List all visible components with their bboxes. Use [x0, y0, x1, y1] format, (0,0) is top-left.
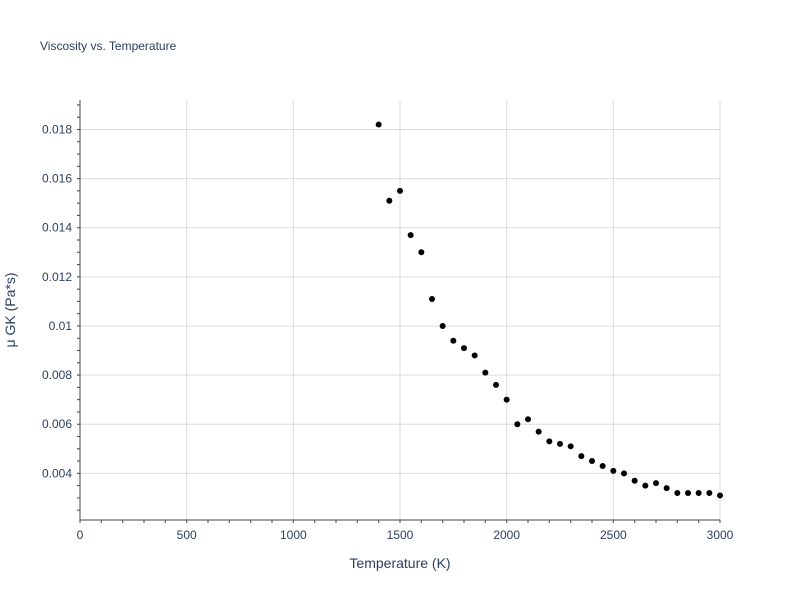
- data-point: [578, 453, 585, 460]
- x-tick-label: 2000: [493, 528, 520, 542]
- data-point: [386, 197, 393, 204]
- x-tick-label: 3000: [707, 528, 734, 542]
- x-tick-label: 500: [177, 528, 197, 542]
- data-point: [450, 337, 457, 344]
- data-point: [546, 438, 553, 445]
- data-point: [653, 480, 659, 487]
- data-point: [375, 121, 382, 128]
- data-point: [514, 421, 521, 428]
- y-tick-label: 0.014: [42, 221, 72, 235]
- data-point: [429, 295, 435, 302]
- tick-label-layer: 0 500 1000 1500 2000 2500 3000 0.004 0.006 0.008 0…: [42, 122, 734, 542]
- x-tick-label: 2500: [600, 528, 627, 542]
- data-point: [471, 352, 478, 359]
- data-point: [589, 458, 595, 465]
- y-tick-label: 0.004: [42, 466, 72, 480]
- y-tick-label: 0.01: [49, 319, 73, 333]
- data-point: [418, 249, 425, 256]
- data-point: [663, 485, 670, 492]
- chart-title: Viscosity vs. Temperature: [40, 39, 177, 53]
- y-tick-label: 0.006: [42, 417, 72, 431]
- y-tick-label: 0.008: [42, 368, 72, 382]
- data-point: [695, 489, 702, 496]
- y-axis-title: μ GK (Pa*s): [2, 273, 18, 348]
- data-point: [599, 462, 606, 469]
- x-tick-label: 1500: [387, 528, 414, 542]
- data-point: [482, 369, 489, 376]
- data-point: [397, 187, 403, 194]
- data-point: [461, 345, 467, 352]
- x-axis-title: Temperature (K): [349, 555, 450, 571]
- data-point: [706, 489, 713, 496]
- data-point: [407, 232, 414, 239]
- data-point: [493, 381, 499, 388]
- grid-layer: [80, 100, 721, 520]
- data-point: [439, 322, 446, 329]
- data-points: [375, 121, 723, 499]
- y-tick-label: 0.018: [42, 122, 72, 136]
- data-point: [642, 482, 649, 489]
- data-point: [535, 428, 542, 435]
- data-point: [717, 492, 723, 499]
- axis-layer: [77, 100, 721, 523]
- data-point: [557, 440, 563, 447]
- x-tick-label: 1000: [280, 528, 307, 542]
- data-point: [621, 470, 627, 477]
- y-tick-label: 0.016: [42, 172, 72, 186]
- data-point: [525, 416, 531, 423]
- data-point: [610, 467, 617, 474]
- data-point: [685, 489, 691, 496]
- x-tick-label: 0: [77, 528, 84, 542]
- data-point: [503, 396, 510, 403]
- data-point: [631, 477, 638, 484]
- data-point: [567, 443, 574, 450]
- data-point: [674, 489, 681, 496]
- y-tick-label: 0.012: [42, 270, 72, 284]
